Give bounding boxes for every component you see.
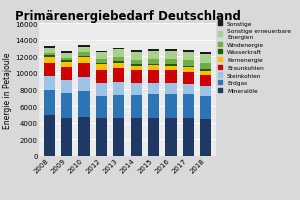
Bar <box>79 53 90 56</box>
Bar <box>96 51 107 53</box>
Bar <box>148 65 159 66</box>
Bar <box>130 53 142 60</box>
Bar <box>148 66 159 71</box>
Bar <box>200 63 211 70</box>
Bar <box>44 47 55 49</box>
Bar <box>165 50 176 52</box>
Bar <box>130 118 142 156</box>
Bar <box>61 81 72 93</box>
Bar <box>165 71 176 83</box>
Bar <box>183 68 194 72</box>
Bar <box>165 118 176 156</box>
Bar <box>44 116 55 156</box>
Bar <box>96 118 107 156</box>
Bar <box>183 94 194 118</box>
Bar <box>130 84 142 95</box>
Bar <box>130 66 142 71</box>
Bar <box>148 52 159 59</box>
Bar <box>96 65 107 70</box>
Bar <box>79 118 90 156</box>
Bar <box>61 93 72 118</box>
Bar <box>200 71 211 76</box>
Bar <box>148 95 159 118</box>
Bar <box>183 67 194 68</box>
Bar <box>113 50 124 57</box>
Bar <box>44 53 55 56</box>
Y-axis label: Energie in Petajoule: Energie in Petajoule <box>3 52 12 128</box>
Bar <box>113 57 124 62</box>
Bar <box>165 66 176 71</box>
Bar <box>165 65 176 66</box>
Bar <box>130 51 142 53</box>
Bar <box>113 96 124 118</box>
Bar <box>183 51 194 52</box>
Bar <box>61 68 72 81</box>
Bar <box>79 64 90 77</box>
Bar <box>200 97 211 120</box>
Bar <box>165 52 176 60</box>
Bar <box>79 58 90 64</box>
Bar <box>183 118 194 156</box>
Bar <box>113 82 124 96</box>
Bar <box>113 69 124 82</box>
Bar <box>79 77 90 91</box>
Bar <box>165 60 176 65</box>
Bar <box>148 59 159 65</box>
Bar <box>44 76 55 90</box>
Bar <box>183 52 194 61</box>
Bar <box>96 59 107 63</box>
Bar <box>44 57 55 63</box>
Bar <box>148 83 159 95</box>
Bar <box>130 95 142 118</box>
Bar <box>96 63 107 65</box>
Bar <box>44 90 55 116</box>
Bar <box>200 120 211 156</box>
Bar <box>183 61 194 67</box>
Bar <box>61 52 72 54</box>
Bar <box>61 118 72 156</box>
Bar <box>44 56 55 57</box>
Bar <box>148 50 159 52</box>
Bar <box>79 46 90 48</box>
Bar <box>61 59 72 61</box>
Bar <box>200 76 211 87</box>
Bar <box>130 60 142 65</box>
Bar <box>148 118 159 156</box>
Bar <box>113 49 124 50</box>
Bar <box>130 71 142 84</box>
Bar <box>96 84 107 96</box>
Bar <box>165 83 176 95</box>
Bar <box>61 61 72 62</box>
Bar <box>183 72 194 84</box>
Bar <box>79 56 90 58</box>
Bar <box>165 95 176 118</box>
Bar <box>130 65 142 66</box>
Bar <box>200 87 211 97</box>
Bar <box>96 53 107 59</box>
Bar <box>183 84 194 94</box>
Bar <box>61 54 72 59</box>
Bar <box>148 71 159 83</box>
Bar <box>96 96 107 118</box>
Bar <box>200 53 211 55</box>
Title: Primärenergiebedarf Deutschland: Primärenergiebedarf Deutschland <box>15 10 240 23</box>
Legend: Sonstige, Sonstige erneuerbare
Energien, Windenergie, Wasserkraft, Kernenergie, : Sonstige, Sonstige erneuerbare Energien,… <box>218 21 291 93</box>
Bar <box>96 70 107 84</box>
Bar <box>44 63 55 76</box>
Bar <box>200 70 211 71</box>
Bar <box>44 49 55 53</box>
Bar <box>79 91 90 118</box>
Bar <box>79 48 90 53</box>
Bar <box>113 63 124 69</box>
Bar <box>200 55 211 63</box>
Bar <box>113 62 124 63</box>
Bar <box>61 62 72 68</box>
Bar <box>113 118 124 156</box>
